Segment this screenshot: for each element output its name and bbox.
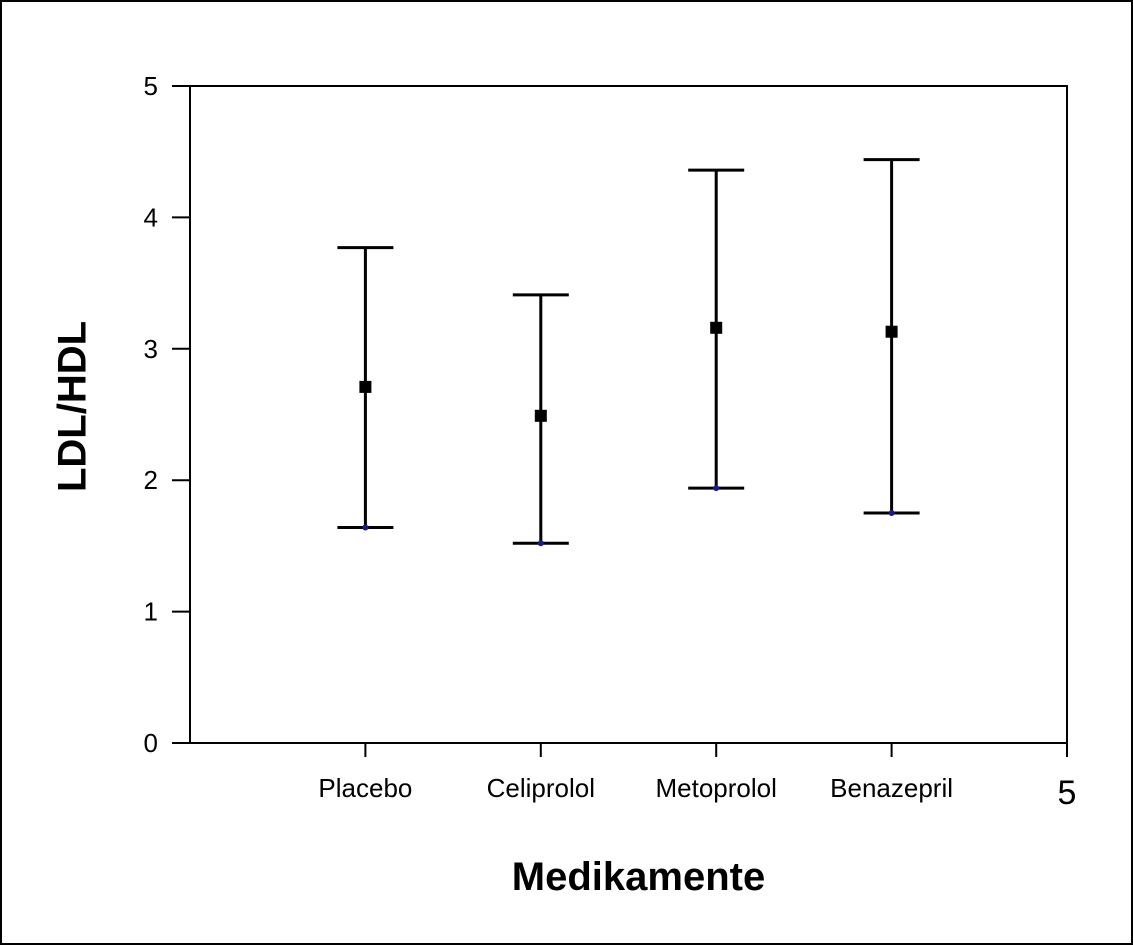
y-tick-label: 4: [144, 202, 158, 232]
x-axis-title: Medikamente: [512, 855, 765, 899]
y-tick-label: 3: [144, 334, 158, 364]
y-tick-label: 1: [144, 597, 158, 627]
y-tick-label: 5: [144, 71, 158, 101]
error-bar-benazepril: [863, 158, 920, 517]
plot-area: [189, 85, 1068, 744]
mean-marker: [359, 380, 372, 393]
y-axis-title: LDL/HDL: [51, 321, 95, 492]
lower-point: [537, 540, 544, 547]
x-tick-label: Metoprolol: [655, 773, 776, 803]
error-bar-celiprolol: [512, 293, 569, 547]
lower-point: [888, 510, 895, 517]
mean-marker: [534, 409, 547, 422]
x-axis: Placebo Celiprolol Metoprolol Benazepril: [318, 743, 1068, 803]
x-tick-label-extra: 5: [1058, 774, 1077, 812]
error-bar-placebo: [337, 246, 394, 531]
error-bar-metoprolol: [688, 168, 745, 492]
mean-marker: [885, 325, 898, 338]
error-bars: [337, 158, 920, 547]
y-axis: 0 1 2 3 4 5: [144, 71, 190, 758]
lower-point: [713, 485, 720, 492]
x-tick-label: Benazepril: [830, 773, 953, 803]
mean-marker: [710, 321, 723, 334]
lower-point: [362, 524, 369, 531]
x-tick-label: Placebo: [318, 773, 412, 803]
y-tick-label: 0: [144, 728, 158, 758]
y-tick-label: 2: [144, 465, 158, 495]
x-tick-label: Celiprolol: [487, 773, 595, 803]
